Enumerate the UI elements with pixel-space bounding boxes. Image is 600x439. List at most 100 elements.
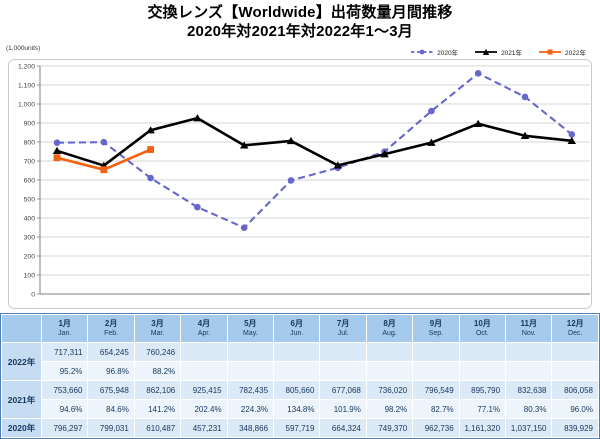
- table-cell-percent: 95.2%: [40, 361, 89, 381]
- y-axis-tick-label: 1,000: [18, 101, 35, 108]
- table-corner-cell: [1, 314, 42, 343]
- legend-line-2020-icon: [411, 49, 434, 55]
- y-axis-tick-label: 400: [24, 215, 36, 222]
- table-col-header-oct: 10月 Oct.: [458, 314, 507, 343]
- line-chart: 0 100 200 300 400 500 600 700 800 900 1,000 1,100 1,…: [8, 59, 592, 309]
- legend-label-2022: 2022年: [565, 50, 586, 57]
- table-row-2021-percents: 94.6% 84.6% 141.2% 202.4% 224.3% 134.8% 101.9%…: [2, 399, 599, 419]
- table-cell-value: 457,231: [180, 418, 228, 438]
- table-cell-value: [226, 342, 275, 362]
- data-point-2022: [147, 146, 154, 153]
- table-cell-value: [319, 342, 367, 362]
- legend-line-2022-icon: [539, 49, 562, 55]
- legend-line-2021-icon: [475, 48, 498, 55]
- month-label-en: Oct.: [475, 330, 489, 337]
- table-cell-value: 610,487: [133, 418, 182, 438]
- legend-label-2020: 2020年: [437, 50, 459, 57]
- table-cell-percent: 101.9%: [319, 399, 367, 419]
- data-point-2021: [474, 119, 483, 127]
- legend-item-2021: 2021年: [474, 47, 522, 57]
- table-cell-value: 760,246: [133, 342, 182, 362]
- table-cell-value: 1,037,150: [505, 418, 553, 438]
- series-line-2020: [56, 72, 573, 229]
- y-axis-tick-label: 100: [24, 272, 36, 279]
- y-axis-tick-label: 500: [24, 196, 36, 203]
- table-cell-percent: 134.8%: [273, 399, 321, 419]
- month-label-jp: 8月: [383, 319, 396, 328]
- monthly-data-table-wrap: 1月 Jan. 2月 Feb. 3月 Mar. 4月 Apr. 5月 May. 6月 Jun. 7月 Ju…: [0, 313, 600, 439]
- month-label-jp: 3月: [151, 319, 164, 328]
- table-cell-percent: 96.0%: [551, 399, 599, 419]
- data-point-2020: [100, 138, 108, 146]
- table-cell-value: 839,929: [551, 418, 599, 438]
- month-label-en: Mar.: [150, 330, 165, 337]
- table-cell-value: 664,324: [319, 418, 367, 438]
- table-row-label-2020: 2020年: [1, 418, 42, 438]
- month-label-en: Sep.: [428, 330, 444, 337]
- data-point-2020: [147, 174, 154, 182]
- table-cell-value: 832,638: [505, 380, 553, 400]
- table-cell-percent: 82.7%: [412, 399, 460, 419]
- table-cell-value: 675,948: [87, 380, 135, 400]
- chart-frame: [8, 59, 592, 309]
- month-label-en: Jul.: [337, 330, 349, 337]
- data-point-2021: [427, 138, 436, 146]
- data-point-2021: [380, 150, 389, 158]
- y-axis-tick-label: 600: [24, 177, 36, 184]
- table-cell-value: [180, 342, 228, 362]
- month-label-en: Dec.: [568, 330, 583, 337]
- legend-item-2020: 2020年: [410, 47, 458, 57]
- table-cell-value: 736,020: [365, 380, 414, 400]
- table-cell-percent: 141.2%: [133, 399, 182, 419]
- chart-title: 交換レンズ【Worldwide】出荷数量月間推移 2020年対2021年対202…: [0, 3, 600, 41]
- table-row-label-2022: 2022年: [1, 342, 42, 381]
- y-axis-tick-label: 1,200: [18, 63, 35, 70]
- table-cell-value: 796,549: [412, 380, 460, 400]
- data-point-2021: [240, 141, 249, 149]
- chart-title-line1: 交換レンズ【Worldwide】出荷数量月間推移: [147, 4, 453, 21]
- legend-item-2022: 2022年: [538, 47, 586, 57]
- table-cell-value: 925,415: [180, 380, 228, 400]
- data-point-2020: [53, 139, 61, 147]
- table-col-header-aug: 8月 Aug.: [365, 314, 414, 343]
- month-label-en: Jan.: [58, 330, 72, 337]
- month-label-en: Nov.: [521, 330, 536, 337]
- table-row-2020-values: 2020年 796,297 799,031 610,487 457,231 348,866…: [1, 418, 599, 438]
- table-cell-percent: [226, 361, 275, 381]
- month-label-en: Feb.: [104, 330, 119, 337]
- month-label-jp: 10月: [473, 319, 491, 328]
- y-axis-tick-label: 700: [24, 158, 36, 165]
- table-cell-value: 862,106: [133, 380, 182, 400]
- month-label-en: Aug.: [382, 330, 397, 337]
- month-label-jp: 11月: [520, 319, 537, 328]
- table-cell-value: 782,435: [226, 380, 275, 400]
- data-point-2020: [287, 177, 295, 184]
- y-axis-tick-label: 0: [31, 291, 35, 298]
- table-cell-percent: 94.6%: [40, 399, 89, 419]
- chart-legend: 2020年 2021年 2022年: [410, 47, 586, 57]
- data-point-2020: [194, 203, 201, 211]
- table-cell-percent: [412, 361, 460, 381]
- table-col-header-nov: 11月 Nov.: [505, 314, 553, 343]
- month-label-jp: 1月: [58, 319, 71, 328]
- data-point-2021: [333, 161, 342, 169]
- table-cell-value: 597,719: [273, 418, 321, 438]
- table-cell-percent: 84.6%: [87, 399, 135, 419]
- table-cell-value: [412, 342, 460, 362]
- table-row-2021-values: 2021年 753,660 675,948 862,106 925,415 782,435…: [1, 380, 599, 419]
- y-axis-tick-label: 800: [24, 139, 36, 146]
- table-cell-percent: 88.2%: [133, 361, 182, 381]
- table-col-header-jan: 1月 Jan.: [40, 314, 89, 343]
- table-cell-percent: [180, 361, 228, 381]
- table-cell-value: 348,866: [226, 418, 275, 438]
- table-col-header-jun: 6月 Jun.: [273, 314, 321, 343]
- table-cell-value: 1,161,320: [458, 418, 507, 438]
- y-axis-tick-label: 900: [24, 120, 36, 127]
- month-label-en: Jun.: [290, 330, 304, 337]
- month-label-jp: 5月: [244, 319, 257, 328]
- table-cell-value: 805,660: [273, 380, 321, 400]
- table-cell-value: 717,311: [40, 342, 89, 362]
- data-point-2020: [568, 131, 576, 138]
- table-row-2022-percents: 95.2% 96.8% 88.2%: [2, 361, 599, 381]
- table-cell-value: [551, 342, 599, 362]
